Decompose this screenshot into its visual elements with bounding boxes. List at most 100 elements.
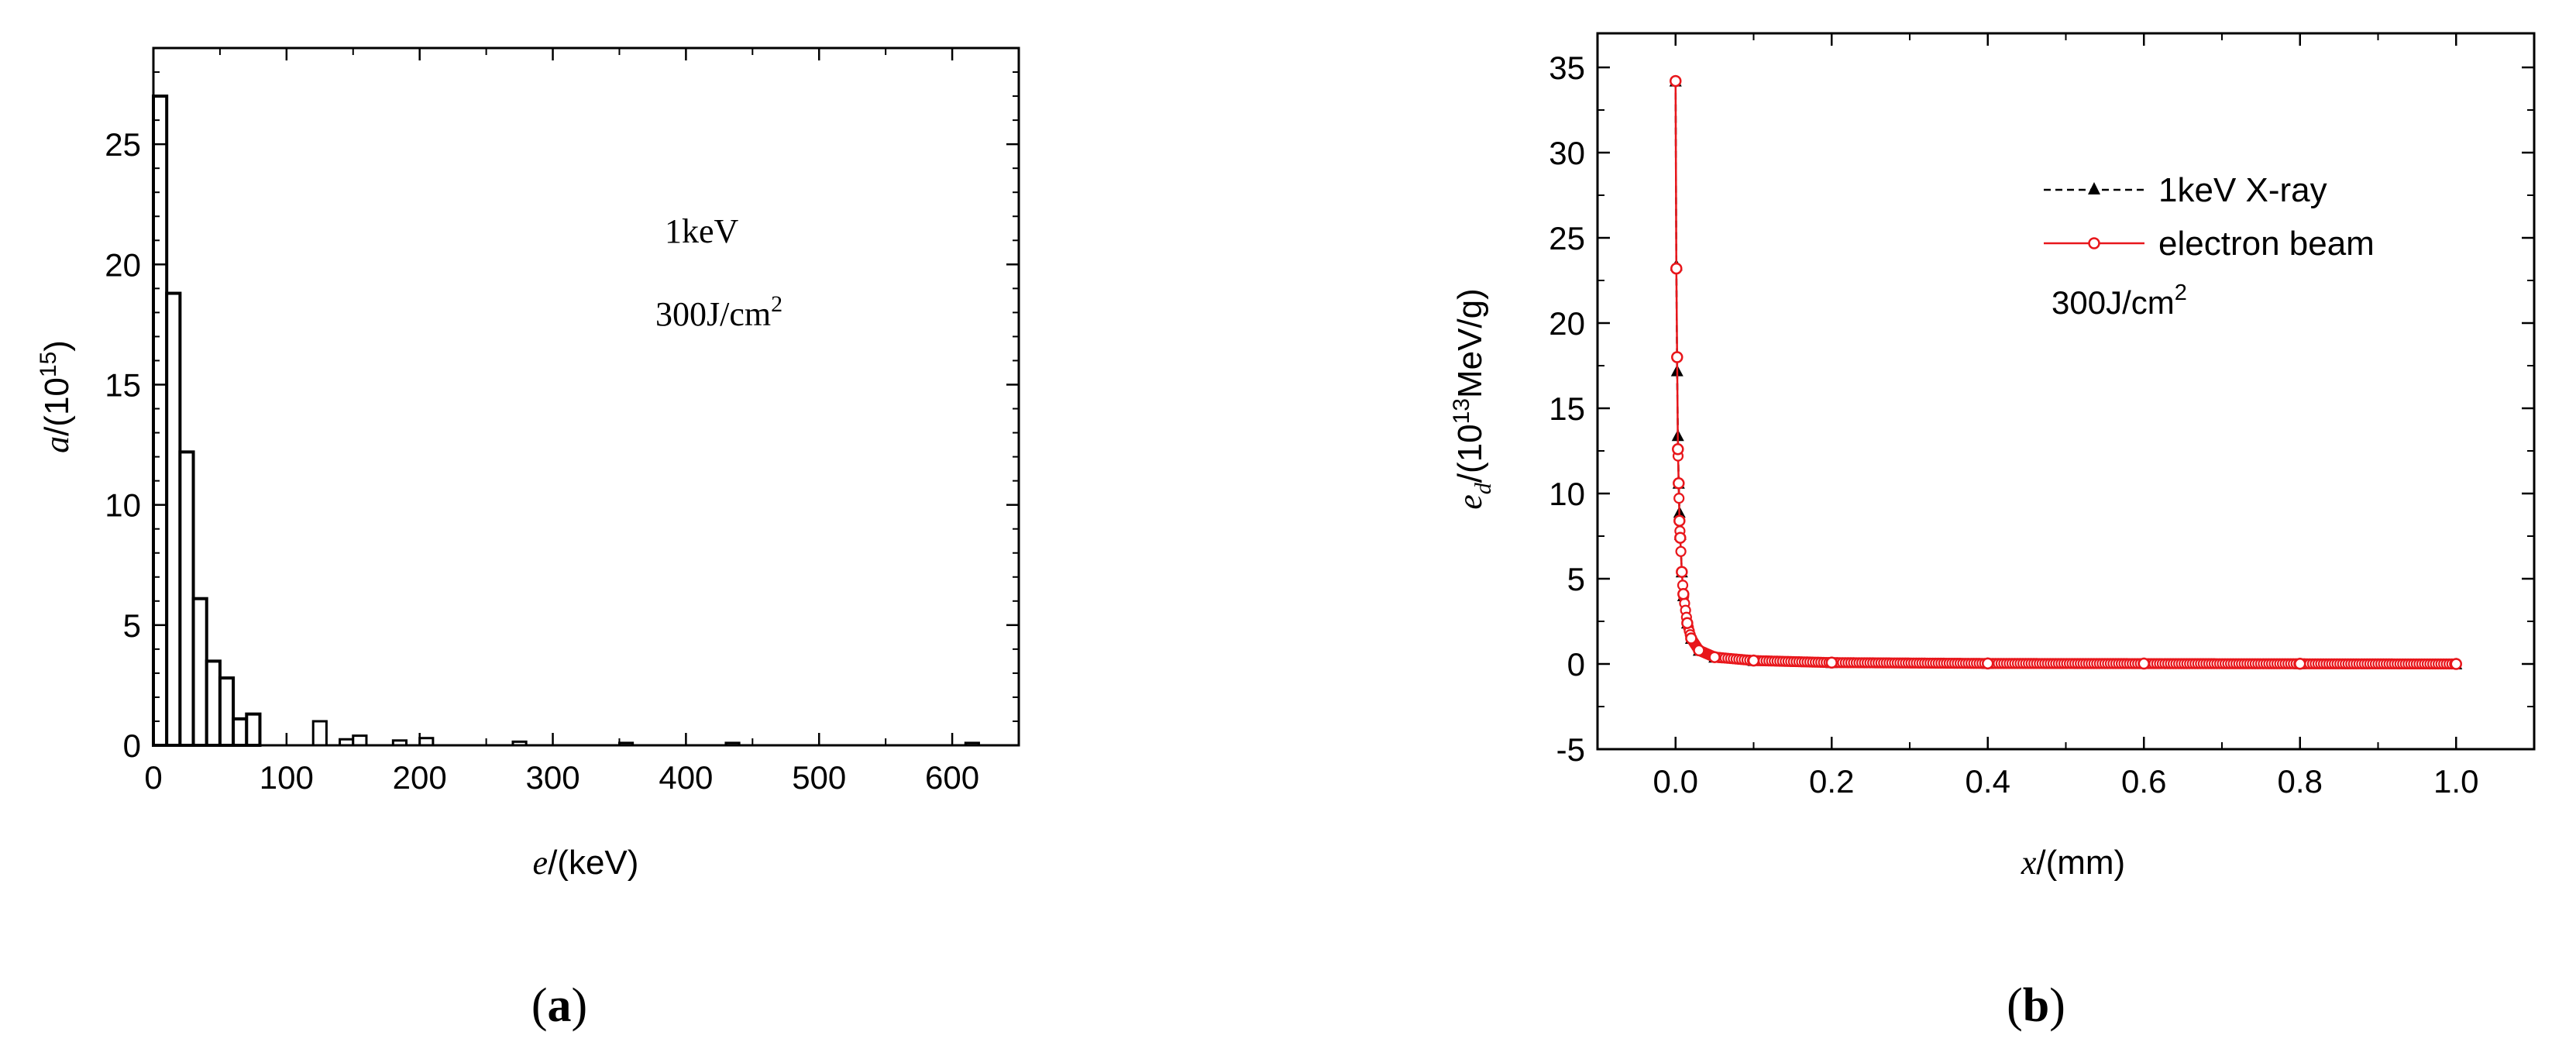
histogram-bar [152, 95, 169, 747]
panel-a-fluence-exp: 2 [771, 291, 782, 317]
legend-xray-label: 1keV X-ray [2158, 171, 2327, 209]
x-tick-label: 300 [525, 759, 580, 796]
y-tick-label: 5 [123, 607, 141, 644]
panel-a-x-axis: 0 100 200 300 400 500 600 [144, 48, 979, 796]
histogram-bar [205, 659, 222, 748]
electron-point [1670, 74, 1682, 88]
electron-point [1671, 351, 1684, 363]
panel-a-ylabel-base: /(10 [38, 377, 76, 436]
x-tick-label: 0.8 [2278, 763, 2323, 800]
x-tick-label: 0.6 [2121, 763, 2166, 800]
panel-a-x-axis-title: e/(keV) [533, 844, 639, 882]
y-tick-label: 5 [1567, 561, 1585, 597]
panel-b-letter: b [2023, 979, 2049, 1032]
electron-point [1747, 654, 1760, 667]
x-tick-label: 0.0 [1653, 763, 1698, 800]
x-tick-label: 600 [925, 759, 979, 796]
panel-b-x-axis: 0.0 0.2 0.4 0.6 0.8 1.0 [1597, 33, 2535, 800]
panel-a-chart: 0 100 200 300 400 500 600 0 5 10 15 20 25 e/(keV) a… [36, 46, 1020, 1032]
panel-b-ylabel-unit: MeV/g) [1451, 288, 1489, 398]
panel-b-x-axis-title: x/(mm) [2021, 844, 2125, 882]
histogram-bar [391, 739, 408, 747]
y-tick-label: 20 [105, 246, 141, 283]
panel-b-chart: 0.0 0.2 0.4 0.6 0.8 1.0 -5 0 5 10 15 20 25 30 35 x/(m… [1449, 32, 2536, 1032]
panel-a-xlabel-unit: /(keV) [548, 844, 638, 882]
histogram-bar [352, 734, 368, 747]
y-tick-label: 10 [105, 487, 141, 524]
panel-b-fluence-text: 300J/cm [2052, 284, 2175, 321]
histogram-bar [964, 741, 980, 747]
electron-point [1681, 617, 1694, 629]
y-tick-label: -5 [1556, 731, 1585, 768]
y-tick-label: 15 [1549, 390, 1585, 427]
panel-b-ylabel-mid: /(10 [1451, 424, 1489, 483]
panel-a-ylabel-exp: 15 [36, 352, 61, 377]
y-tick-label: 35 [1549, 50, 1585, 86]
series-xray-line [1674, 81, 2457, 666]
histogram-bar [339, 738, 355, 747]
histogram-bar [418, 737, 435, 747]
electron-point [1670, 262, 1683, 275]
y-tick-label: 10 [1549, 476, 1585, 512]
histogram-bar [724, 741, 741, 747]
electron-point [1825, 656, 1838, 669]
histogram-bar [191, 597, 208, 747]
panel-b-xlabel-var: x [2021, 844, 2037, 882]
panel-a-y-axis: 0 5 10 15 20 25 [105, 71, 1019, 764]
electron-point [2137, 657, 2150, 670]
panel-a-plot-frame [152, 46, 1020, 747]
panel-b-fluence-exp: 2 [2175, 280, 2187, 305]
electron-point [1693, 644, 1705, 657]
panel-b-xlabel-unit: /(mm) [2036, 844, 2125, 882]
y-tick-label: 0 [1567, 646, 1585, 683]
x-tick-label: 500 [792, 759, 846, 796]
electron-point [1685, 632, 1697, 645]
histogram-bar [511, 740, 528, 747]
x-tick-label: 1.0 [2433, 763, 2478, 800]
histogram-bar [311, 720, 328, 747]
panel-b-y-axis: -5 0 5 10 15 20 25 30 35 [1549, 50, 2534, 768]
panel-b-legend: 1keV X-ray electron beam [2044, 171, 2375, 263]
panel-a-annotation-fluence: 300J/cm2 [655, 291, 782, 333]
y-tick-label: 0 [123, 727, 141, 764]
y-tick-label: 20 [1549, 305, 1585, 342]
panel-a-bars [152, 95, 980, 748]
electron-point [1673, 493, 1685, 504]
electron-point [1677, 588, 1690, 600]
electron-point [1673, 477, 1685, 490]
x-tick-label: 0.2 [1809, 763, 1854, 800]
legend-electron-label: electron beam [2158, 225, 2375, 263]
y-tick-label: 15 [105, 366, 141, 403]
electron-point [2450, 658, 2462, 670]
y-tick-label: 25 [105, 126, 141, 163]
panel-a-annotation-energy: 1keV [665, 212, 739, 250]
x-tick-label: 0 [144, 759, 162, 796]
panel-b-y-axis-title: ed/(1013MeV/g) [1449, 288, 1496, 510]
y-tick-label: 25 [1549, 220, 1585, 256]
histogram-bar [178, 450, 195, 748]
electron-point [1982, 657, 1994, 670]
x-tick-label: 400 [659, 759, 713, 796]
panel-b-series [1669, 74, 2463, 670]
panel-b-ylabel-var: e [1451, 494, 1489, 510]
legend-electron-marker [2088, 237, 2100, 249]
panel-b-ylabel-exp: 13 [1449, 398, 1474, 424]
panel-a-label: (a) [531, 979, 587, 1032]
x-tick-label: 200 [393, 759, 447, 796]
histogram-bar [245, 712, 262, 747]
electron-point [1672, 443, 1684, 456]
electron-point [1675, 545, 1687, 557]
legend-xray-marker [2088, 182, 2100, 194]
electron-point [1673, 514, 1686, 527]
panel-a-ylabel-var: a [38, 436, 76, 453]
panel-b-plot-frame [1596, 32, 2536, 751]
histogram-bar [617, 741, 635, 747]
panel-a-letter: a [548, 979, 572, 1032]
electron-point [2294, 658, 2306, 670]
panel-a-y-axis-title: a/(1015) [36, 340, 76, 453]
electron-point [1708, 651, 1721, 663]
panel-a-fluence-text: 300J/cm [655, 295, 771, 333]
histogram-bar [218, 676, 236, 748]
x-tick-label: 100 [260, 759, 314, 796]
